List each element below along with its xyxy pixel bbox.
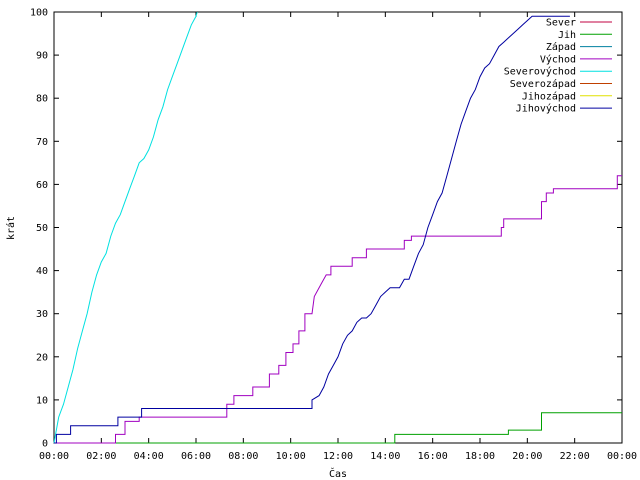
series-line-severovýchod [53,11,198,444]
legend-label: Jihozápad [522,90,576,102]
axis-ticks: 0 10 20 30 40 50 60 70 80 90 100 00:00 02:00 04:00 06:… [30,8,637,463]
y-axis-title: krát [5,216,17,240]
x-tick-label: 18:00 [465,451,495,462]
x-tick-label: 14:00 [370,451,400,462]
legend-label: Východ [540,53,576,65]
series-line-východ [54,175,622,444]
x-tick-label: 16:00 [418,451,448,462]
series-line-jih [54,412,622,444]
legend-label: Jihovýchod [516,103,576,115]
series-line-jihovýchod [54,15,570,444]
series-lines [53,11,622,444]
legend-label: Západ [546,41,576,53]
y-tick-label: 50 [36,223,48,234]
y-tick-label: 100 [30,8,48,19]
x-axis-title: Čas [329,467,347,480]
y-tick-label: 20 [36,352,48,363]
legend-label: Severozápad [510,78,576,90]
y-tick-label: 70 [36,137,48,148]
y-tick-label: 80 [36,94,48,105]
x-tick-label: 12:00 [323,451,353,462]
legend-label: Jih [558,30,576,41]
y-tick-label: 10 [36,395,48,406]
legend-label: Severovýchod [504,66,576,78]
y-tick-label: 30 [36,309,48,320]
x-tick-label: 02:00 [86,451,116,462]
x-tick-label: 04:00 [134,451,164,462]
x-tick-label: 10:00 [276,451,306,462]
x-tick-label: 06:00 [181,451,211,462]
legend: SeverJihZápadVýchodSeverovýchodSeverozáp… [504,18,612,115]
x-tick-label: 20:00 [512,451,542,462]
x-tick-label: 22:00 [560,451,590,462]
legend-label: Sever [546,18,576,29]
y-tick-label: 90 [36,51,48,62]
x-tick-label: 00:00 [39,451,69,462]
y-tick-label: 0 [42,439,48,450]
y-tick-label: 40 [36,266,48,277]
y-tick-label: 60 [36,180,48,191]
x-tick-label: 08:00 [228,451,258,462]
x-tick-label: 00:00 [607,451,637,462]
